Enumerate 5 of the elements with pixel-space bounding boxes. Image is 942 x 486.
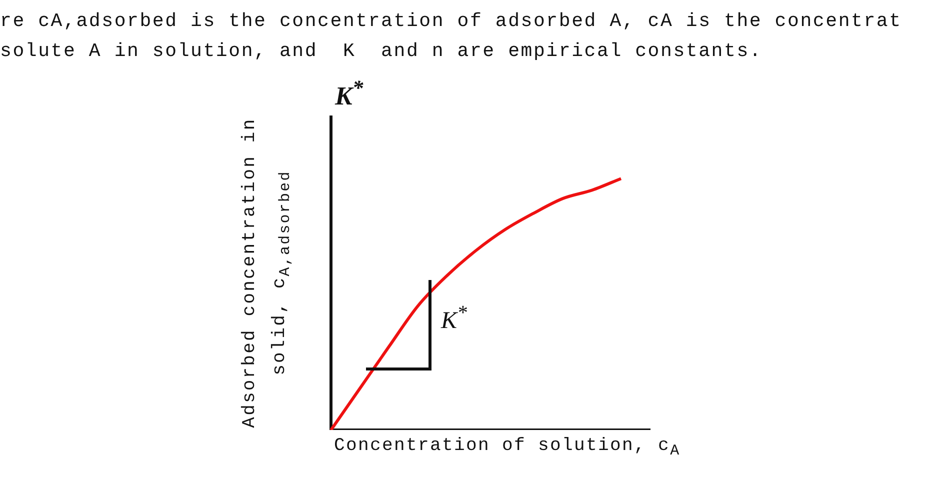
annotation: K$^{*}$ (441, 302, 468, 335)
x-axis-title: Concentration of solution, c$_{A}$ (334, 436, 680, 460)
text: re cA,adsorbed is the concentration of adsorbed A, cA is the concentrat (0, 10, 902, 32)
text: K$^{*}$ (335, 76, 364, 112)
text: solute A in solution, and K and n are empirical constants. (0, 40, 762, 62)
